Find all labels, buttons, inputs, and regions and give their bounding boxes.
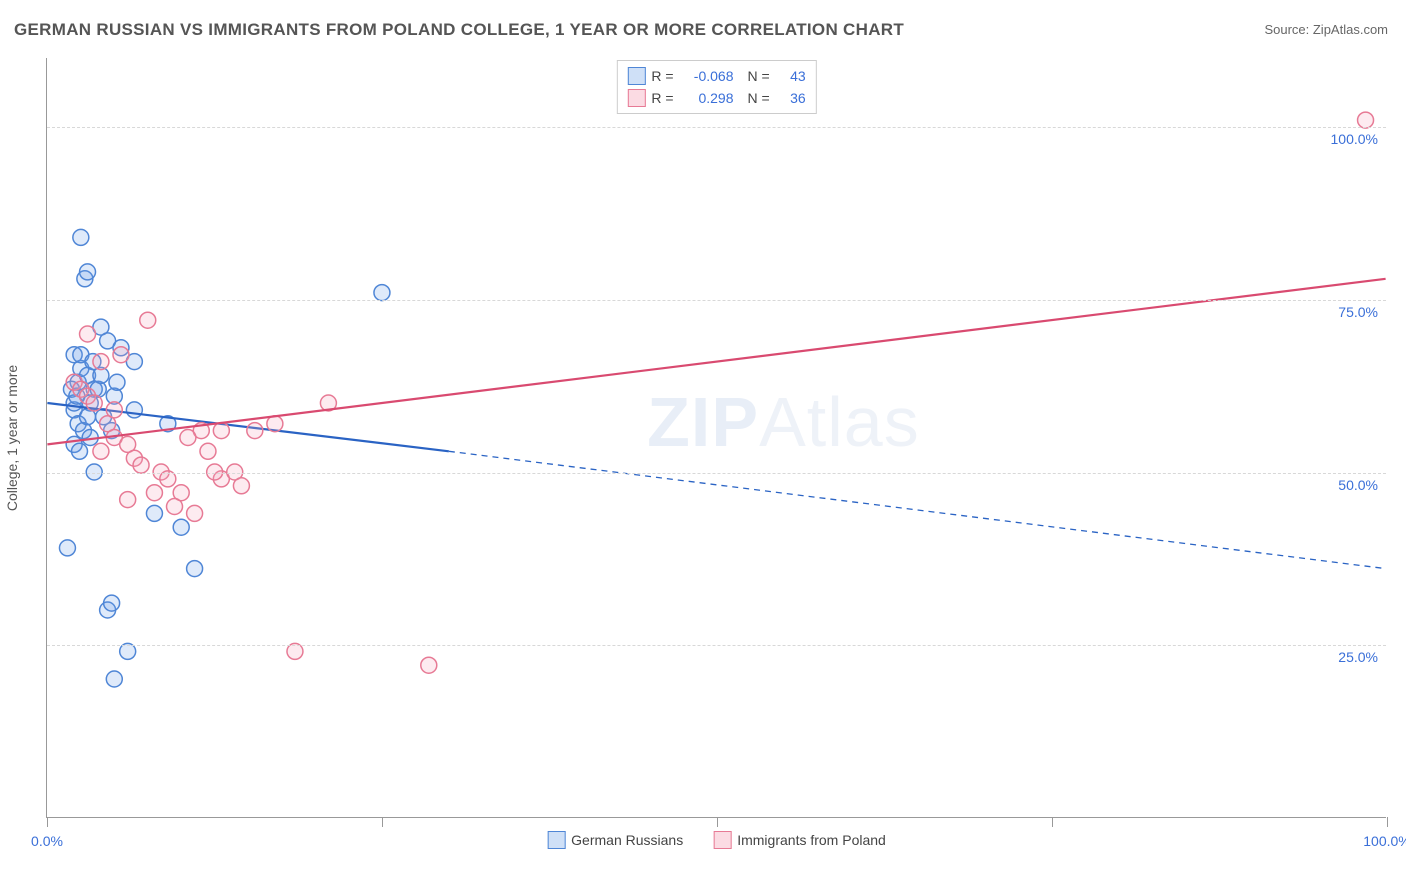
scatter-point (180, 430, 196, 446)
x-tick (1387, 817, 1388, 827)
scatter-point (1358, 112, 1374, 128)
legend-swatch-0 (547, 831, 565, 849)
x-tick (717, 817, 718, 827)
scatter-point (247, 423, 263, 439)
x-tick (382, 817, 383, 827)
scatter-point (233, 478, 249, 494)
scatter-point (146, 485, 162, 501)
trend-line-dashed (449, 451, 1386, 568)
y-tick-label: 50.0% (1338, 477, 1378, 493)
legend-swatch-1 (713, 831, 731, 849)
stats-row-0: R = -0.068 N = 43 (627, 65, 805, 87)
scatter-point (173, 519, 189, 535)
scatter-point (104, 595, 120, 611)
trend-line-solid (47, 279, 1385, 445)
x-tick-label: 100.0% (1363, 833, 1406, 849)
scatter-point (120, 492, 136, 508)
y-tick-label: 25.0% (1338, 649, 1378, 665)
scatter-point (106, 402, 122, 418)
n-value-1: 36 (776, 90, 806, 106)
scatter-point (59, 540, 75, 556)
gridline-h (47, 645, 1386, 646)
legend-label-0: German Russians (571, 832, 683, 848)
stats-legend: R = -0.068 N = 43 R = 0.298 N = 36 (616, 60, 816, 114)
scatter-point (267, 416, 283, 432)
scatter-point (213, 423, 229, 439)
gridline-h (47, 300, 1386, 301)
r-label: R = (651, 68, 673, 84)
gridline-h (47, 127, 1386, 128)
chart-title: GERMAN RUSSIAN VS IMMIGRANTS FROM POLAND… (14, 20, 904, 40)
scatter-point (374, 285, 390, 301)
scatter-point (73, 229, 89, 245)
y-tick-label: 75.0% (1338, 304, 1378, 320)
bottom-legend: German Russians Immigrants from Poland (547, 831, 886, 849)
x-tick (1052, 817, 1053, 827)
stats-row-1: R = 0.298 N = 36 (627, 87, 805, 109)
n-label: N = (748, 68, 770, 84)
swatch-series-1 (627, 89, 645, 107)
source-label: Source: ZipAtlas.com (1264, 22, 1388, 37)
x-tick (47, 817, 48, 827)
y-tick-label: 100.0% (1331, 131, 1378, 147)
scatter-point (126, 402, 142, 418)
scatter-point (133, 457, 149, 473)
scatter-point (187, 561, 203, 577)
scatter-point (86, 395, 102, 411)
gridline-h (47, 473, 1386, 474)
legend-label-1: Immigrants from Poland (737, 832, 886, 848)
scatter-point (187, 505, 203, 521)
y-axis-title: College, 1 year or more (4, 365, 20, 511)
r-label: R = (651, 90, 673, 106)
n-label: N = (748, 90, 770, 106)
r-value-0: -0.068 (680, 68, 734, 84)
scatter-point (200, 443, 216, 459)
legend-item-0: German Russians (547, 831, 683, 849)
legend-item-1: Immigrants from Poland (713, 831, 886, 849)
scatter-point (109, 374, 125, 390)
scatter-point (72, 443, 88, 459)
n-value-0: 43 (776, 68, 806, 84)
scatter-point (80, 326, 96, 342)
scatter-point (93, 443, 109, 459)
swatch-series-0 (627, 67, 645, 85)
scatter-point (80, 264, 96, 280)
scatter-point (106, 671, 122, 687)
scatter-svg (47, 58, 1386, 817)
scatter-point (146, 505, 162, 521)
scatter-point (167, 499, 183, 515)
plot-area: ZIPAtlas R = -0.068 N = 43 R = 0.298 N =… (46, 58, 1386, 818)
x-tick-label: 0.0% (31, 833, 63, 849)
scatter-point (421, 657, 437, 673)
scatter-point (113, 347, 129, 363)
r-value-1: 0.298 (680, 90, 734, 106)
scatter-point (140, 312, 156, 328)
scatter-point (93, 354, 109, 370)
